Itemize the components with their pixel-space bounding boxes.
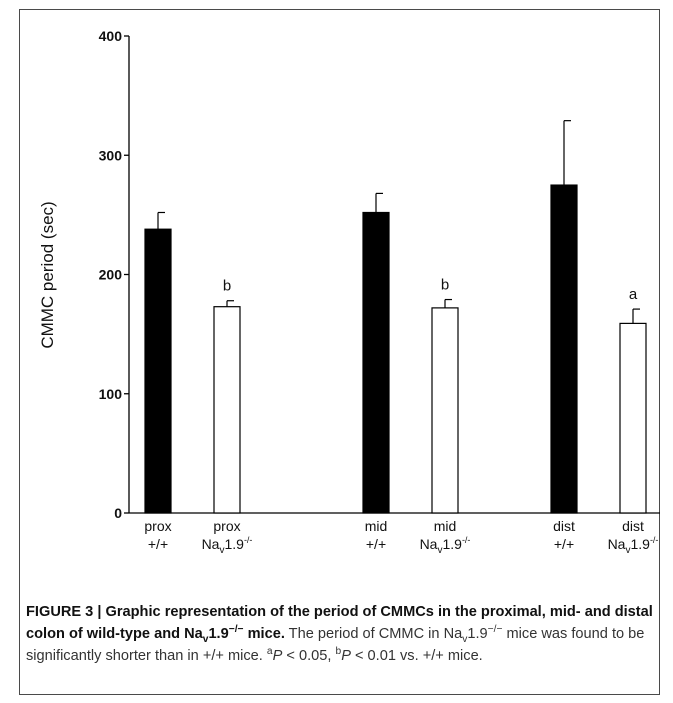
- bar-prox-wildtype: [144, 228, 172, 514]
- figure-frame: [19, 9, 660, 695]
- category-label: dist: [553, 518, 575, 534]
- category-label: mid: [365, 518, 388, 534]
- bar-dist-knockout: [619, 322, 647, 514]
- caption-body: The period of CMMC in Nav1.9−/− mice was…: [26, 624, 645, 664]
- genotype-label: Nav1.9-/-: [420, 535, 471, 556]
- category-label: prox: [213, 518, 240, 534]
- category-label: mid: [434, 518, 457, 534]
- y-tick-label: 200: [99, 267, 123, 283]
- genotype-label: +/+: [554, 536, 574, 552]
- significance-label: b: [441, 277, 449, 294]
- y-tick-label: 300: [99, 147, 123, 163]
- bar-mid-knockout: [431, 307, 459, 514]
- y-tick-label: 100: [99, 386, 123, 402]
- genotype-label: +/+: [366, 536, 386, 552]
- bar-dist-wildtype: [550, 184, 578, 514]
- genotype-label: Nav1.9-/-: [202, 535, 253, 556]
- caption-title: FIGURE 3 | Graphic representation of the…: [26, 604, 653, 645]
- genotype-label: Nav1.9-/-: [608, 535, 659, 556]
- significance-label: a: [629, 286, 638, 303]
- bar-mid-wildtype: [362, 211, 390, 514]
- genotype-label: +/+: [148, 536, 168, 552]
- y-tick-label: 400: [99, 28, 123, 44]
- bar-chart: CMMC period (sec) 0 100 200 300 400 prox +/+ b…: [38, 28, 660, 556]
- category-label: dist: [622, 518, 644, 534]
- category-label: prox: [144, 518, 171, 534]
- figure-caption: FIGURE 3 | Graphic representation of the…: [26, 601, 654, 667]
- y-tick-label: 0: [114, 505, 122, 521]
- bar-prox-knockout: [213, 306, 241, 514]
- y-axis-label: CMMC period (sec): [38, 201, 57, 348]
- significance-label: b: [223, 278, 231, 295]
